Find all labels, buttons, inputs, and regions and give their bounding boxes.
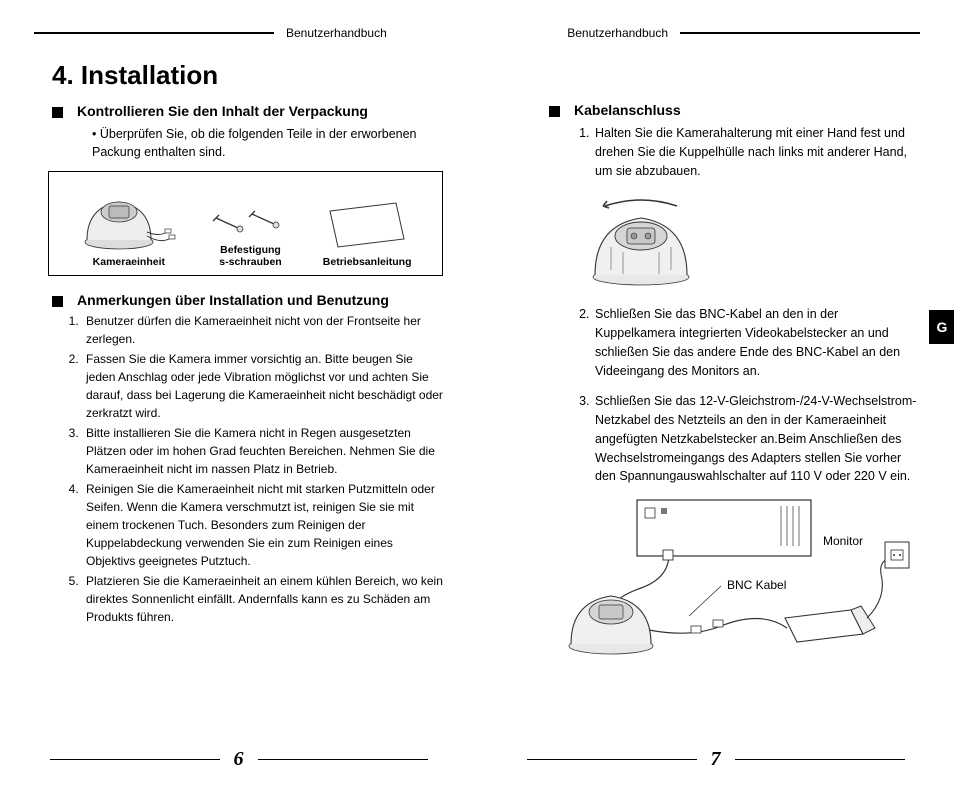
content-right: Kabelanschluss Halten Sie die Kamerahalt…	[511, 54, 920, 748]
fig-manual: Betriebsanleitung	[322, 197, 412, 269]
page-7: Benutzerhandbuch G Kabelanschluss Halten…	[477, 0, 954, 795]
manual-icon	[322, 197, 412, 252]
bnc-label: BNC Kabel	[727, 578, 786, 592]
section-installation-notes: Anmerkungen über Installation und Benutz…	[52, 292, 443, 308]
page-6: Benutzerhandbuch 4. Installation Kontrol…	[0, 0, 477, 795]
footer-rule	[50, 759, 220, 761]
installation-notes-list: Benutzer dürfen die Kameraeinheit nicht …	[82, 312, 443, 626]
page-number: 7	[711, 748, 721, 771]
list-item: Platzieren Sie die Kameraeinheit an eine…	[82, 572, 443, 626]
list-item: Reinigen Sie die Kameraeinheit nicht mit…	[82, 480, 443, 570]
fig-label: Befestigung s-schrauben	[219, 244, 281, 269]
camera-unit-icon	[79, 182, 179, 252]
header-left: Benutzerhandbuch	[34, 26, 443, 40]
footer-left: 6	[34, 748, 443, 775]
section-title: Kontrollieren Sie den Inhalt der Verpack…	[77, 103, 368, 119]
dome-camera-icon	[581, 192, 701, 287]
header-rule	[34, 32, 274, 34]
section-check-contents: Kontrollieren Sie den Inhalt der Verpack…	[52, 103, 443, 119]
header-label: Benutzerhandbuch	[567, 26, 668, 40]
list-item: Benutzer dürfen die Kameraeinheit nicht …	[82, 312, 443, 348]
section-cable-connection: Kabelanschluss	[549, 102, 920, 118]
cable-steps-list-2: Schließen Sie das BNC-Kabel an den in de…	[593, 305, 920, 486]
square-bullet-icon	[52, 107, 63, 118]
square-bullet-icon	[549, 106, 560, 117]
footer-rule	[258, 759, 428, 761]
header-rule	[680, 32, 920, 34]
footer-rule	[527, 759, 697, 761]
package-contents-figure: Kameraeinheit Befestigung s-schrauben	[48, 171, 443, 276]
page-number: 6	[234, 748, 244, 771]
content-left: 4. Installation Kontrollieren Sie den In…	[34, 54, 443, 748]
list-item: Bitte installieren Sie die Kamera nicht …	[82, 424, 443, 478]
footer-right: 7	[511, 748, 920, 775]
section-title: Kabelanschluss	[574, 102, 681, 118]
header-label: Benutzerhandbuch	[286, 26, 387, 40]
header-right: Benutzerhandbuch	[511, 26, 920, 40]
monitor-label: Monitor	[823, 534, 863, 548]
fig-screws: Befestigung s-schrauben	[210, 210, 290, 269]
section-title: Anmerkungen über Installation und Benutz…	[77, 292, 389, 308]
cable-steps-list: Halten Sie die Kamerahalterung mit einer…	[593, 124, 920, 180]
page-title: 4. Installation	[52, 60, 443, 91]
list-item: Fassen Sie die Kamera immer vorsichtig a…	[82, 350, 443, 422]
fig-label: Betriebsanleitung	[323, 256, 412, 269]
section-bullet: Überprüfen Sie, ob die folgenden Teile i…	[92, 125, 443, 161]
fig-camera-unit: Kameraeinheit	[79, 182, 179, 269]
footer-rule	[735, 759, 905, 761]
square-bullet-icon	[52, 296, 63, 307]
list-item: Schließen Sie das BNC-Kabel an den in de…	[593, 305, 920, 380]
connection-diagram: Monitor BNC Kabel	[541, 498, 921, 658]
fig-label: Kameraeinheit	[93, 256, 165, 269]
screws-icon	[210, 210, 290, 240]
list-item: Halten Sie die Kamerahalterung mit einer…	[593, 124, 920, 180]
list-item: Schließen Sie das 12-V-Gleichstrom-/24-V…	[593, 392, 920, 486]
side-tab: G	[929, 310, 954, 344]
dome-removal-figure	[581, 192, 701, 287]
